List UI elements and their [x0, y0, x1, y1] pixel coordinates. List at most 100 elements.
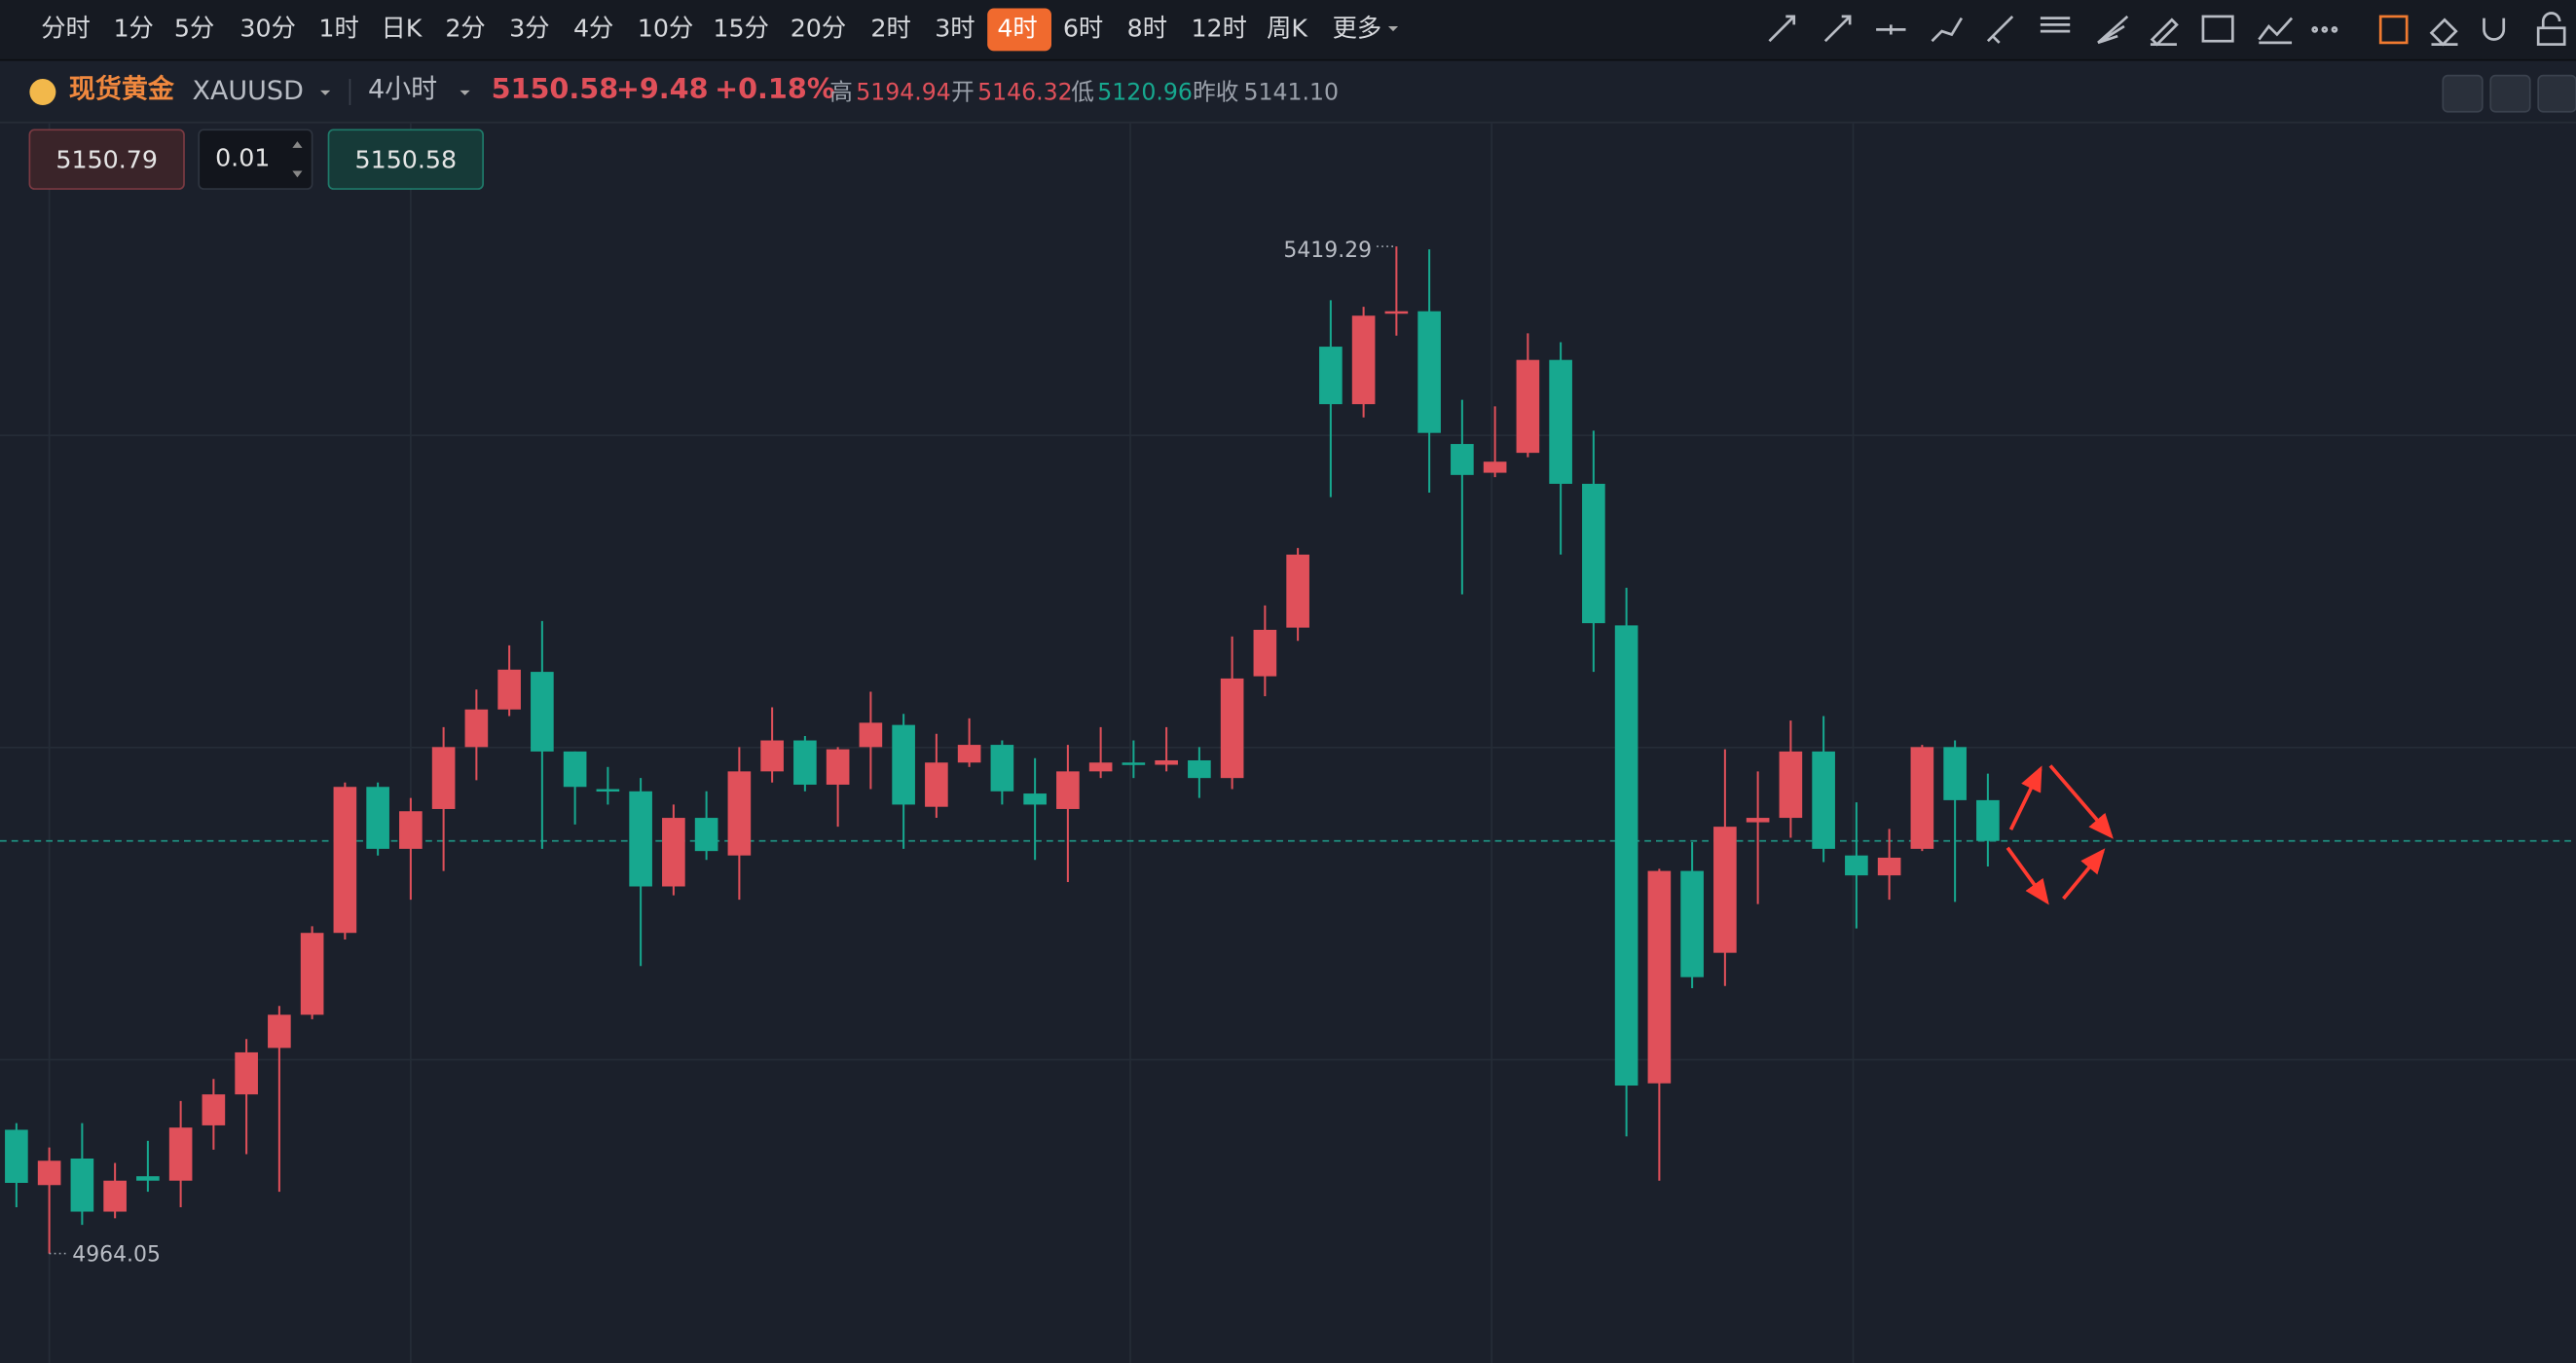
drawn-arrows [2006, 764, 2114, 905]
candle-body [1351, 315, 1376, 405]
stat-label: 高 [829, 79, 853, 106]
buy-price[interactable]: 5150.58 [355, 145, 458, 173]
stat-label: 低 [1071, 79, 1094, 106]
candle-body [892, 724, 915, 805]
candle-body [1483, 461, 1507, 473]
interval[interactable]: 30分 [239, 14, 296, 42]
candle-body [1319, 347, 1343, 405]
candle-body [629, 791, 652, 887]
more-menu[interactable]: 更多 [1333, 14, 1382, 42]
buy-button[interactable] [327, 129, 484, 190]
drawing-tools[interactable] [1768, 12, 2566, 47]
view-buttons[interactable] [2442, 74, 2576, 113]
interval[interactable]: 周K [1267, 14, 1308, 42]
candle-body [497, 669, 521, 710]
candle-body [826, 749, 850, 785]
candle-body [333, 787, 357, 934]
interval[interactable]: 20分 [791, 14, 847, 42]
interval[interactable]: 8时 [1127, 14, 1167, 42]
candle-body [1549, 359, 1572, 484]
candle-body [1614, 625, 1638, 1087]
candle-body [1417, 311, 1441, 433]
candle-body [1910, 747, 1934, 849]
candle-body [1746, 818, 1770, 823]
candle-body [202, 1094, 226, 1125]
candle-body [1155, 759, 1178, 765]
stat-label: 开 [951, 79, 975, 106]
interval[interactable]: 3分 [509, 14, 549, 42]
interval[interactable]: 10分 [638, 14, 694, 42]
candle-body [793, 740, 817, 785]
candle-body [1056, 771, 1080, 809]
stats: 高 5194.94 开 5146.32低 5120.96 昨收 5141.10 [829, 79, 1339, 106]
candle-body [1286, 554, 1309, 628]
candle-body [1384, 311, 1409, 314]
candle-body [1976, 799, 2000, 841]
candle-body [1680, 870, 1704, 977]
candle-body [760, 740, 784, 772]
candle-body [464, 709, 489, 748]
interval[interactable]: 4分 [573, 14, 613, 42]
interval[interactable]: 5分 [174, 14, 214, 42]
candle-body [136, 1176, 160, 1181]
interval[interactable]: 2时 [870, 14, 910, 42]
price: 5150.58 [492, 72, 619, 105]
candle-body [1713, 827, 1737, 953]
stat-value: 5141.10 [1243, 79, 1339, 106]
candle-body [1088, 762, 1113, 772]
candle-body [1845, 855, 1868, 876]
period[interactable]: 4小时 [368, 74, 437, 104]
candle-body [925, 762, 948, 807]
candle-body [366, 787, 389, 849]
caret [460, 90, 470, 95]
interval-bar: 分时 1分 5分 30分 1时 日K 2分 3分 4分 10分 15分 20分 2时 3时 4时 6时 8时 12… [41, 8, 1308, 52]
candle-body [563, 751, 587, 788]
candle-body [1877, 857, 1901, 876]
plot: 5419.29 4964.05 [0, 239, 2576, 1267]
gold-icon [29, 79, 56, 106]
interval[interactable]: 日K [382, 14, 423, 42]
change: +9.48 [616, 72, 709, 105]
interval[interactable]: 1时 [318, 14, 358, 42]
candle-body [1943, 747, 1967, 800]
candle-body [1220, 678, 1244, 779]
interval[interactable]: 分时 [41, 14, 91, 42]
qty[interactable]: 0.01 [215, 144, 270, 172]
candle-body [5, 1129, 28, 1183]
active-interval-bg [987, 8, 1051, 52]
interval[interactable]: 6时 [1063, 14, 1103, 42]
interval[interactable]: 3时 [935, 14, 975, 42]
candle-body [727, 771, 752, 856]
candle-body [859, 722, 883, 748]
qty-input[interactable] [198, 129, 313, 190]
candle-body [103, 1180, 127, 1212]
candle-body [168, 1127, 193, 1181]
low-label: 4964.05 [72, 1242, 161, 1267]
candle-body [1188, 759, 1211, 779]
interval[interactable]: 1分 [113, 14, 153, 42]
candle-body [990, 745, 1014, 792]
candle-body [957, 745, 981, 763]
candle-body [1253, 629, 1277, 677]
interval[interactable]: 12时 [1191, 14, 1247, 42]
change-pct: +0.18% [715, 72, 835, 105]
candle-body [399, 811, 423, 849]
sell-price[interactable]: 5150.79 [55, 145, 158, 173]
candle-body [1451, 444, 1474, 475]
stat-value: 5146.32 [977, 79, 1073, 106]
interval[interactable]: 2分 [445, 14, 485, 42]
caret [320, 90, 331, 95]
candle-body [1779, 751, 1803, 819]
symbol-code: XAUUSD [192, 76, 303, 106]
candle-body [596, 789, 620, 792]
interval[interactable]: 15分 [713, 14, 769, 42]
interval[interactable]: 4时 [997, 14, 1037, 42]
candle-body [300, 933, 324, 1015]
candle-body [1122, 762, 1146, 765]
candle-body [268, 1014, 291, 1049]
sell-button[interactable] [28, 129, 185, 190]
candle-body [1023, 793, 1047, 805]
candle-body [235, 1051, 258, 1095]
